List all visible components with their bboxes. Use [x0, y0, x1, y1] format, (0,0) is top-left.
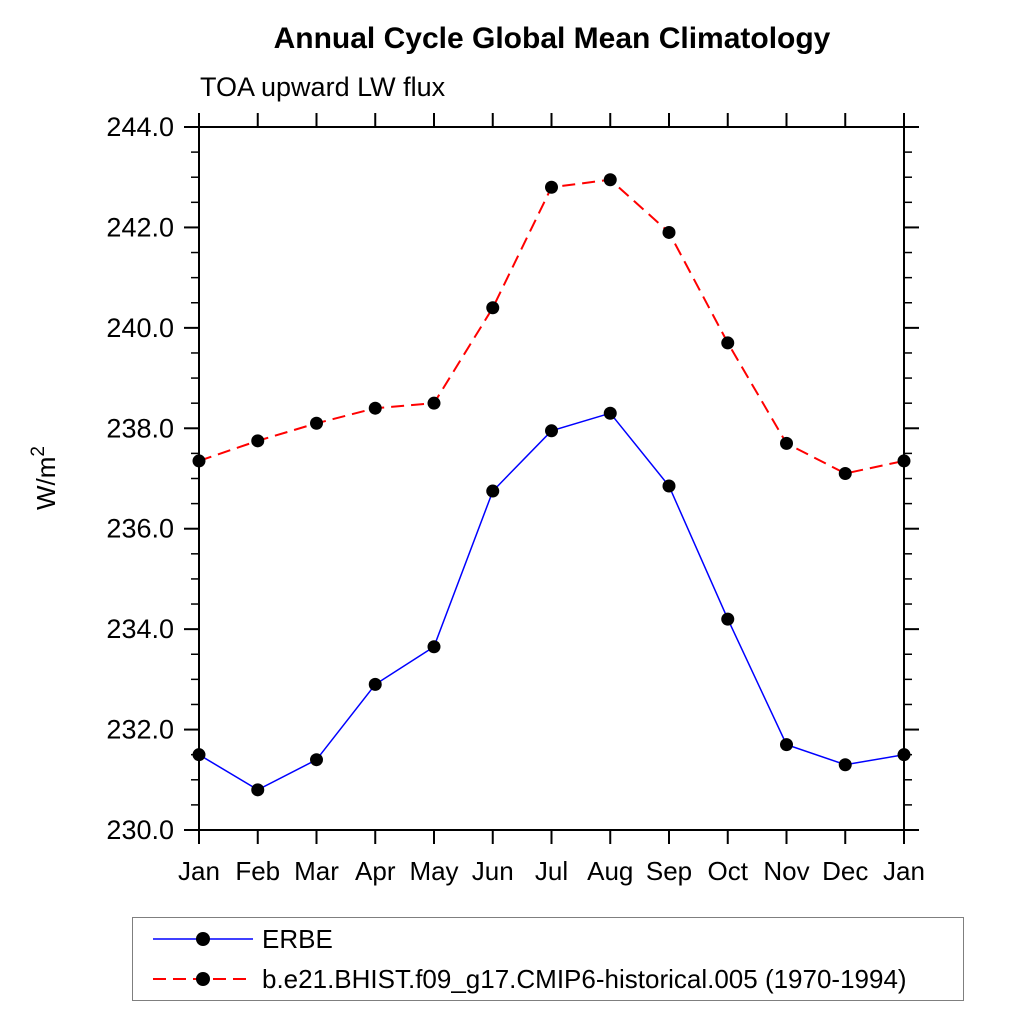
- data-point-marker: [662, 225, 676, 239]
- data-point-marker: [545, 180, 558, 194]
- legend-swatch-model-line: [153, 972, 253, 986]
- y-axis-tick-label: 238.0: [106, 413, 174, 443]
- chart-subtitle: TOA upward LW flux: [200, 72, 446, 102]
- legend-label-erbe: ERBE: [262, 923, 333, 954]
- data-point-marker: [368, 677, 382, 691]
- data-point-marker: [603, 173, 617, 187]
- legend-label-model: b.e21.BHIST.f09_g17.CMIP6-historical.005…: [262, 963, 907, 994]
- y-axis-title: W/m2: [28, 446, 61, 510]
- data-point-marker: [662, 479, 676, 493]
- legend-box: ERBE b.e21.BHIST.f09_g17.CMIP6-historica…: [132, 917, 964, 1001]
- data-point-marker: [427, 640, 441, 654]
- data-point-marker: [368, 401, 382, 415]
- y-axis-tick-label: 244.0: [106, 112, 174, 142]
- data-point-marker: [486, 301, 500, 315]
- data-point-marker: [545, 424, 558, 438]
- data-point-marker: [603, 406, 617, 420]
- x-axis-tick-label: Feb: [235, 856, 280, 886]
- y-axis-tick-label: 236.0: [106, 514, 174, 544]
- data-point-marker: [780, 738, 793, 752]
- y-axis-tick-label: 230.0: [106, 815, 174, 845]
- data-point-marker: [192, 748, 206, 762]
- chart-title: Annual Cycle Global Mean Climatology: [273, 22, 831, 55]
- x-axis-tick-label: Aug: [587, 856, 633, 886]
- x-axis-tick-label: Jul: [535, 856, 568, 886]
- x-axis-tick-label: May: [409, 856, 458, 886]
- series-line-0: [198, 412, 905, 791]
- y-axis-tick-label: 242.0: [106, 212, 174, 242]
- data-point-marker: [838, 466, 852, 480]
- data-point-marker: [721, 336, 735, 350]
- plot-frame: [198, 126, 905, 831]
- x-axis-tick-label: Jan: [883, 856, 925, 886]
- data-point-marker: [838, 758, 852, 772]
- data-point-marker: [721, 612, 735, 626]
- x-axis-tick-label: Apr: [355, 856, 396, 886]
- x-axis-tick-label: Sep: [646, 856, 692, 886]
- x-axis-tick-label: Oct: [708, 856, 749, 886]
- data-point-marker: [897, 748, 911, 762]
- data-point-marker: [251, 783, 265, 797]
- data-point-marker: [427, 396, 441, 410]
- data-point-marker: [486, 484, 500, 498]
- y-axis-tick-label: 240.0: [106, 313, 174, 343]
- legend-marker-dot: [196, 972, 210, 986]
- legend-entry-erbe: ERBE: [133, 919, 333, 959]
- legend-marker-dot: [196, 932, 210, 946]
- data-point-marker: [310, 753, 323, 767]
- data-point-marker: [897, 454, 911, 468]
- x-axis-tick-label: Jun: [472, 856, 514, 886]
- x-axis-tick-label: Mar: [294, 856, 339, 886]
- legend-entry-model: b.e21.BHIST.f09_g17.CMIP6-historical.005…: [133, 959, 907, 999]
- data-point-marker: [192, 454, 206, 468]
- x-axis-tick-label: Jan: [178, 856, 220, 886]
- y-axis-tick-label: 234.0: [106, 614, 174, 644]
- y-axis-tick-label: 232.0: [106, 715, 174, 745]
- x-axis-tick-label: Nov: [763, 856, 809, 886]
- data-point-marker: [251, 434, 265, 448]
- x-axis-tick-label: Dec: [822, 856, 868, 886]
- legend-swatch-erbe-line: [153, 932, 253, 946]
- data-point-marker: [780, 436, 793, 450]
- chart-plot-area: 230.0 232.0 234.0 236.0 238.0 240.0 242.0 244.0…: [28, 112, 925, 886]
- data-point-marker: [310, 416, 323, 430]
